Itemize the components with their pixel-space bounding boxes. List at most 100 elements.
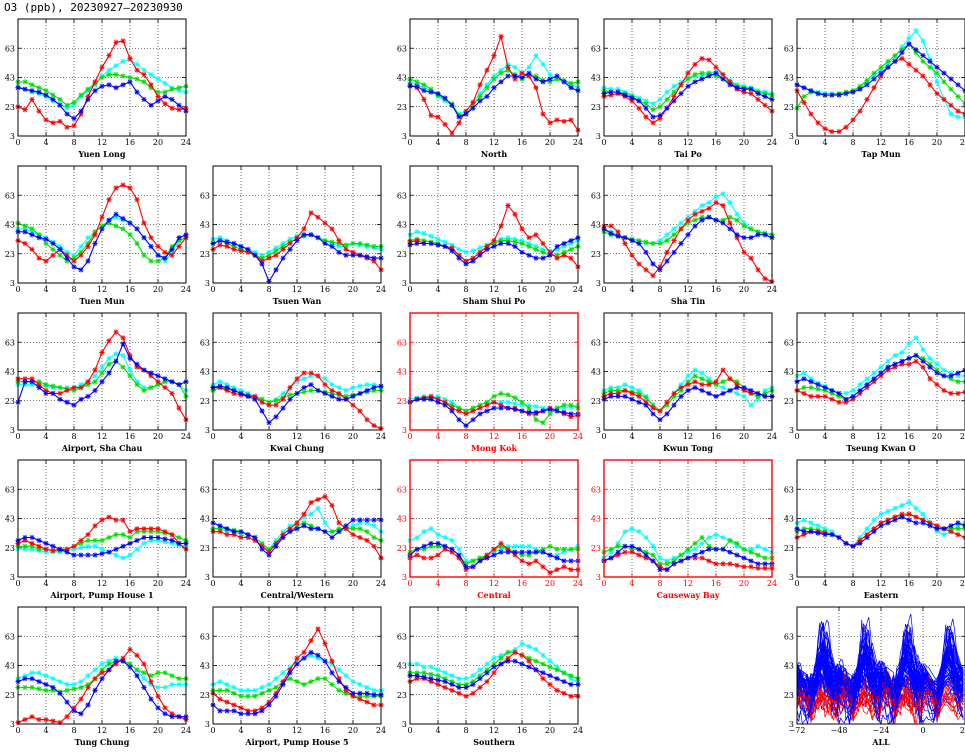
data-point-marker: [512, 243, 518, 250]
data-point-marker: [127, 529, 133, 535]
data-point-marker: [176, 88, 182, 94]
data-point-marker: [685, 220, 691, 226]
y-tick-label: 23: [5, 397, 15, 406]
data-point-marker: [815, 523, 821, 529]
y-tick-label: 43: [397, 221, 407, 230]
data-point-marker: [231, 390, 237, 397]
x-tick-label: 16: [125, 138, 135, 147]
x-tick-label: 24: [960, 432, 965, 441]
y-tick-label: 3: [789, 132, 794, 141]
data-point-marker: [315, 214, 321, 220]
data-point-marker: [435, 114, 441, 120]
data-point-marker: [92, 676, 98, 682]
data-point-marker: [442, 121, 448, 127]
data-point-marker: [148, 85, 154, 91]
data-point-marker: [533, 232, 539, 238]
data-point-marker: [734, 543, 740, 549]
panel-frame: [796, 312, 965, 431]
data-point-marker: [414, 237, 420, 244]
data-point-marker: [64, 714, 70, 720]
data-point-marker: [322, 240, 328, 247]
data-point-marker: [808, 88, 814, 94]
data-point-marker: [671, 83, 677, 89]
data-point-marker: [713, 194, 719, 200]
data-point-marker: [22, 79, 28, 85]
data-point-marker: [343, 242, 349, 248]
data-point-marker: [734, 540, 740, 546]
data-point-marker: [871, 85, 877, 91]
data-point-marker: [266, 420, 272, 426]
data-point-marker: [899, 358, 905, 364]
data-point-marker: [699, 214, 705, 220]
data-point-marker: [561, 549, 567, 555]
data-point-marker: [169, 681, 175, 688]
x-tick-label: 4: [435, 138, 440, 147]
x-tick-label: 24: [767, 432, 777, 441]
data-point-marker: [906, 517, 912, 523]
data-point-marker: [519, 70, 525, 76]
data-point-marker: [636, 529, 642, 535]
data-point-marker: [540, 240, 546, 247]
data-point-marker: [533, 404, 539, 410]
data-point-marker: [176, 107, 182, 113]
data-point-marker: [699, 387, 705, 394]
data-point-marker: [734, 235, 740, 241]
data-point-marker: [364, 690, 370, 696]
x-tick-label: 4: [435, 726, 440, 735]
data-point-marker: [864, 77, 870, 84]
data-point-marker: [512, 211, 518, 217]
data-point-marker: [169, 714, 175, 720]
data-point-marker: [650, 240, 656, 247]
x-tick-label: 12: [876, 138, 886, 147]
data-point-marker: [364, 684, 370, 691]
data-point-marker: [301, 232, 307, 238]
data-point-marker: [657, 408, 663, 414]
data-point-marker: [734, 390, 740, 397]
data-point-marker: [315, 387, 321, 394]
data-point-marker: [29, 684, 35, 691]
data-point-marker: [547, 681, 553, 688]
data-point-marker: [741, 89, 747, 95]
data-point-marker: [36, 686, 42, 692]
data-point-marker: [484, 408, 490, 414]
panel-frame: [17, 459, 187, 578]
y-tick-label: 23: [784, 691, 794, 700]
y-tick-label: 23: [397, 544, 407, 553]
data-point-marker: [734, 217, 740, 223]
data-point-marker: [176, 534, 182, 541]
x-tick-label: 16: [320, 285, 330, 294]
data-point-marker: [148, 681, 154, 688]
data-point-marker: [371, 255, 377, 261]
y-tick-label: 3: [596, 426, 601, 435]
data-point-marker: [885, 358, 891, 364]
data-point-marker: [64, 255, 70, 261]
data-point-marker: [741, 546, 747, 552]
data-point-marker: [308, 210, 314, 216]
data-point-marker: [266, 249, 272, 255]
panel-eastern: 048121620243234363Eastern: [784, 459, 965, 600]
data-point-marker: [442, 543, 448, 549]
data-point-marker: [287, 529, 293, 535]
data-point-marker: [120, 543, 126, 549]
data-point-marker: [533, 255, 539, 261]
data-point-marker: [547, 552, 553, 558]
x-tick-label: 4: [43, 579, 48, 588]
data-point-marker: [699, 217, 705, 223]
data-point-marker: [699, 534, 705, 541]
data-point-marker: [622, 235, 628, 241]
data-point-marker: [141, 67, 147, 73]
data-point-marker: [273, 252, 279, 258]
data-point-marker: [878, 523, 884, 529]
data-point-marker: [435, 242, 441, 248]
data-point-marker: [350, 690, 356, 696]
data-point-marker: [78, 678, 84, 685]
data-point-marker: [540, 549, 546, 555]
data-point-marker: [491, 76, 497, 82]
data-point-marker: [498, 237, 504, 244]
x-tick-label: 4: [43, 726, 48, 735]
data-point-marker: [491, 52, 497, 59]
y-tick-label: 63: [5, 338, 15, 347]
data-point-marker: [106, 217, 112, 223]
